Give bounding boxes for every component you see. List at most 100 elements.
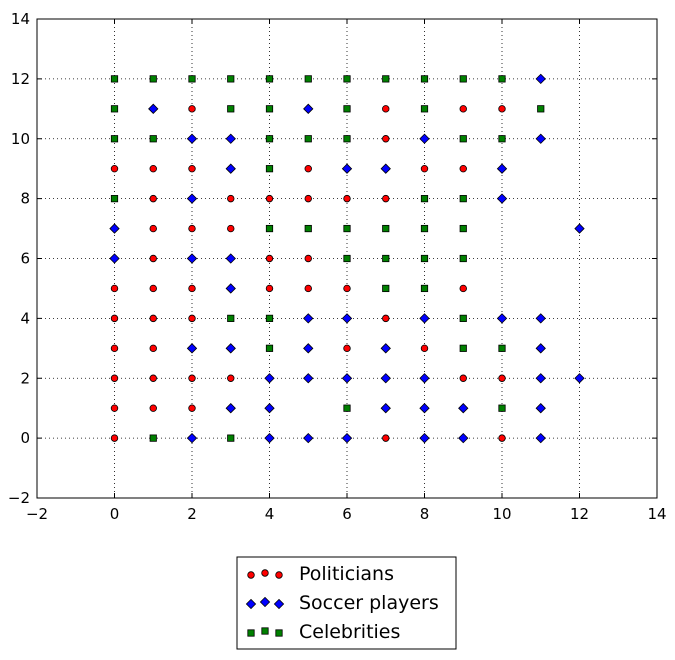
y-tick-label: 12 — [11, 70, 30, 88]
celebrities-point — [343, 404, 351, 412]
politicians-point — [420, 344, 429, 353]
legend-marker-celebrities — [247, 629, 255, 637]
politicians-point — [382, 434, 390, 442]
legend-label-politicians: Politicians — [299, 563, 394, 585]
celebrities-point — [149, 135, 157, 143]
x-tick-label: 12 — [570, 505, 589, 523]
celebrities-point — [188, 75, 196, 83]
politicians-point — [343, 194, 351, 203]
soccer-players-point — [303, 343, 314, 354]
politicians-point — [110, 434, 119, 442]
politicians-point — [149, 344, 157, 353]
politicians-point — [382, 194, 390, 203]
soccer-players-point — [186, 343, 198, 354]
soccer-players-point — [264, 432, 275, 444]
politicians-point — [343, 344, 351, 353]
x-tick-label: −2 — [26, 505, 48, 523]
politicians-point — [304, 284, 312, 293]
soccer-players-point — [341, 373, 353, 384]
politicians-point — [420, 164, 429, 173]
soccer-players-point — [225, 133, 236, 144]
x-tick-labels: −2 0 2 4 6 8 10 12 14 — [26, 505, 667, 523]
soccer-players-point — [535, 373, 546, 384]
celebrities-point — [149, 75, 157, 83]
politicians-point — [188, 374, 196, 382]
x-tick-label: 2 — [187, 505, 197, 523]
politicians-point — [188, 404, 196, 412]
politicians-point — [149, 194, 157, 203]
legend-box — [236, 556, 457, 650]
soccer-players-point — [148, 103, 159, 114]
politicians-point — [382, 314, 390, 323]
legend-marker-soccer-players — [273, 598, 285, 610]
x-tick-label: 8 — [420, 505, 430, 523]
y-tick-label: 2 — [20, 369, 30, 387]
soccer-players-point — [186, 133, 198, 144]
soccer-players-point — [225, 283, 236, 294]
politicians-point — [149, 164, 157, 173]
soccer-players-point — [574, 223, 585, 234]
y-tick-label: 8 — [20, 190, 30, 208]
soccer-players-point — [303, 103, 314, 114]
soccer-players-point — [225, 163, 236, 174]
celebrities-point — [420, 284, 429, 293]
soccer-players-point — [419, 432, 430, 444]
celebrities-point — [110, 135, 119, 143]
celebrities-point — [382, 75, 390, 83]
soccer-players-point — [496, 313, 508, 324]
politicians-point — [459, 284, 467, 293]
politicians-point — [459, 374, 467, 382]
celebrities-point — [498, 344, 506, 352]
y-tick-label: 14 — [11, 10, 30, 28]
soccer-players-point — [186, 432, 198, 444]
soccer-players-point — [419, 133, 430, 144]
politicians-point — [149, 404, 157, 412]
celebrities-point — [459, 224, 467, 233]
celebrities-point — [343, 135, 351, 143]
celebrities-point — [498, 75, 506, 83]
politicians-point — [188, 164, 196, 173]
soccer-players-point — [419, 403, 430, 414]
politicians-point — [188, 224, 196, 233]
soccer-players-point — [109, 223, 120, 234]
y-tick-label: 10 — [11, 130, 30, 148]
politicians-point — [149, 314, 157, 323]
y-tick-label: 6 — [20, 250, 30, 268]
soccer-players-point — [341, 432, 353, 444]
celebrities-point — [304, 135, 312, 143]
soccer-players-point — [109, 253, 120, 264]
soccer-players-point — [496, 193, 508, 204]
politicians-point — [110, 374, 119, 382]
politicians-point — [498, 434, 506, 442]
politicians-point — [382, 135, 390, 143]
celebrities-point — [343, 75, 351, 83]
politicians-point — [188, 284, 196, 293]
politicians-point — [265, 284, 274, 293]
celebrities-point — [459, 344, 467, 352]
politicians-point — [149, 254, 157, 263]
soccer-players-point — [496, 163, 508, 174]
celebrities-point — [420, 105, 429, 113]
soccer-players-point — [186, 253, 198, 264]
politicians-point — [459, 105, 467, 113]
celebrities-point — [265, 344, 274, 352]
politicians-point — [304, 164, 312, 173]
soccer-players-point — [380, 373, 391, 384]
celebrities-point — [382, 224, 390, 233]
x-tick-label: 0 — [110, 505, 120, 523]
celebrities-point — [420, 254, 429, 263]
celebrities-point — [227, 105, 235, 113]
politicians-point — [110, 164, 119, 173]
politicians-point — [343, 284, 351, 293]
legend-label-celebrities: Celebrities — [299, 621, 400, 643]
soccer-players-point — [225, 343, 236, 354]
soccer-players-point — [419, 313, 430, 324]
celebrities-point — [110, 75, 119, 83]
celebrities-point — [420, 195, 429, 203]
y-tick-label: 0 — [20, 429, 30, 447]
y-tick-label: 4 — [20, 309, 30, 327]
soccer-players-point — [574, 373, 585, 384]
soccer-players-point — [225, 403, 236, 414]
legend-label-soccer-players: Soccer players — [299, 592, 439, 614]
celebrities-point — [265, 165, 274, 173]
